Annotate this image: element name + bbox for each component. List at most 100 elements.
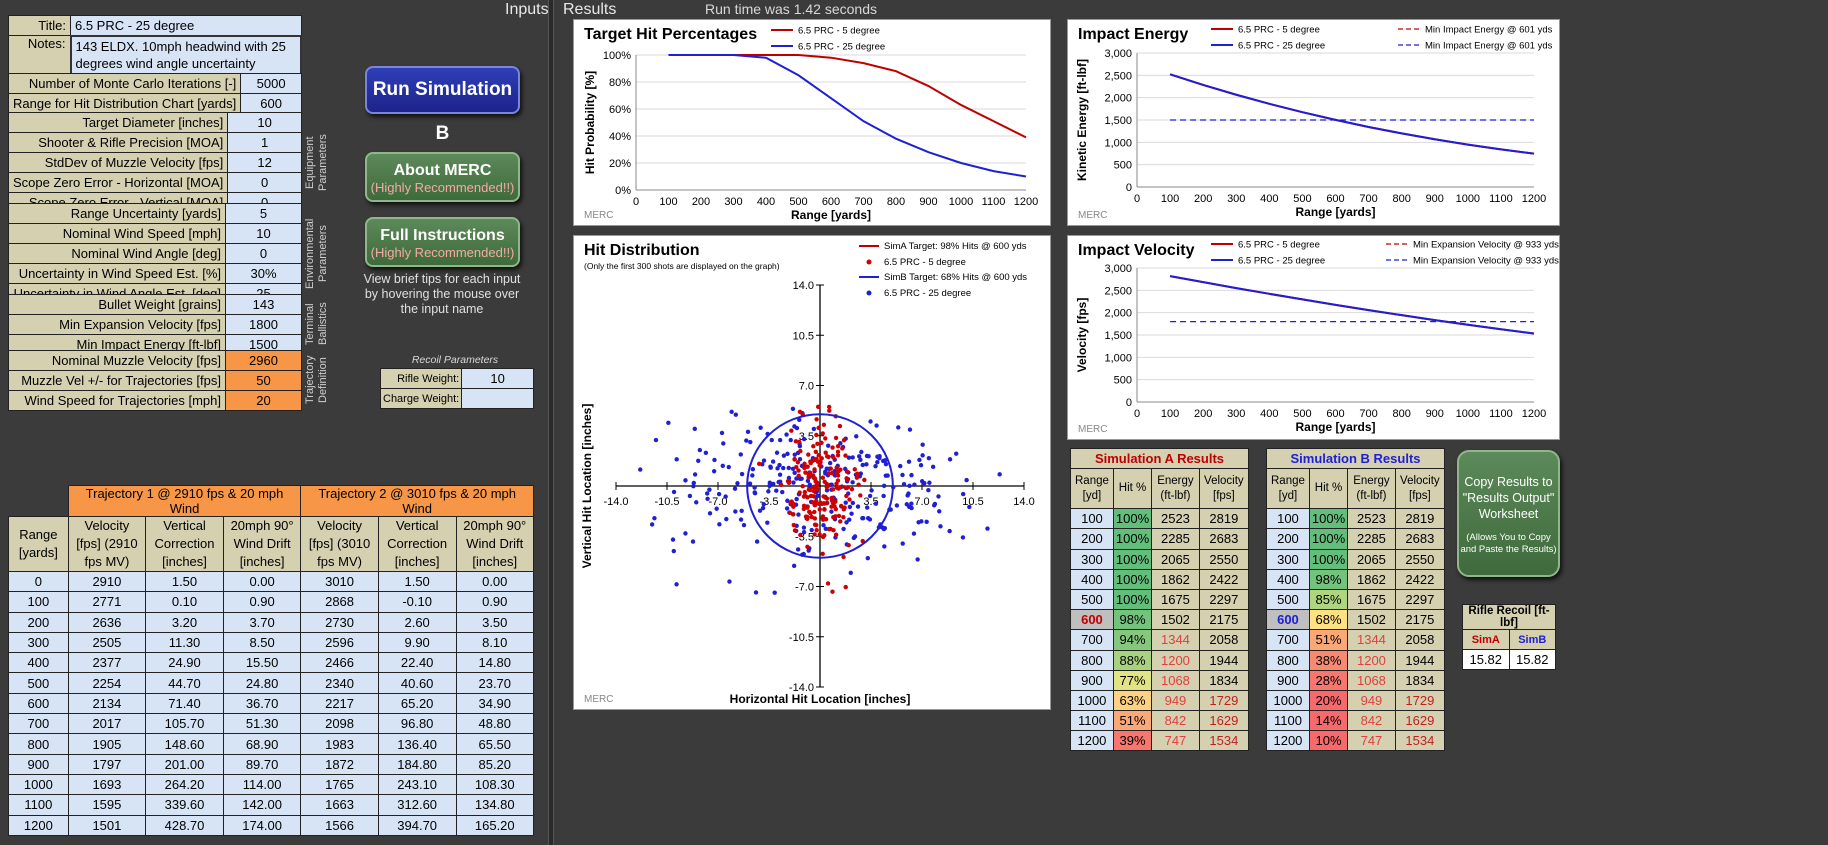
input-value[interactable]: 1 [227, 132, 302, 153]
input-value[interactable]: 10 [225, 223, 302, 244]
input-value[interactable]: 1800 [225, 314, 302, 335]
table-cell: 2771 [67, 591, 147, 613]
input-value[interactable]: 20 [225, 390, 302, 411]
hit-point [733, 412, 739, 417]
legend-label: Min Impact Energy @ 601 yds [1425, 41, 1553, 52]
hit-point [697, 447, 703, 453]
input-value[interactable]: 12 [227, 152, 302, 173]
hit-point [846, 543, 851, 548]
about-merc-button[interactable]: About MERC (Highly Recommended!!) [365, 152, 520, 202]
result-cell: 94% [1112, 629, 1153, 651]
table-cell: 40.60 [377, 672, 457, 694]
hit-point [768, 465, 773, 470]
hit-point [724, 516, 729, 522]
rifle-weight-input[interactable]: 10 [461, 368, 534, 389]
sim-settings-table: Number of Monte Carlo Iterations [-] 5000… [7, 73, 302, 114]
table-row: 800 1905 148.60 68.90 1983 136.40 65.50 [8, 733, 535, 755]
hit-point [868, 419, 873, 424]
input-value[interactable]: 10 [227, 112, 302, 133]
hit-point [920, 453, 925, 458]
hit-point [835, 473, 841, 478]
hit-point [845, 485, 851, 490]
full-instructions-button[interactable]: Full Instructions (Highly Recommended!!) [365, 217, 520, 267]
table-cell: 2377 [67, 652, 147, 674]
hit-point [714, 506, 719, 511]
hit-point [683, 531, 688, 536]
recoil-params-table: Rifle Weight: 10 Charge Weight: [379, 368, 534, 409]
hit-point [947, 457, 953, 462]
table-cell: 1872 [300, 753, 379, 775]
hit-point [805, 478, 811, 484]
copy-results-button[interactable]: Copy Results to "Results Output" Workshe… [1457, 450, 1560, 577]
hit-point [864, 462, 869, 467]
table-cell: 2.60 [377, 611, 457, 633]
charge-weight-input[interactable] [461, 388, 534, 409]
result-cell: 1834 [1394, 669, 1446, 691]
input-value[interactable]: 0 [227, 172, 302, 193]
hit-point [848, 570, 853, 576]
hit-point [786, 465, 791, 471]
input-value[interactable]: 30% [225, 263, 302, 284]
hit-point [827, 460, 833, 466]
hit-point [671, 548, 676, 554]
hit-point [803, 514, 809, 519]
hit-point [687, 493, 693, 499]
table-cell: 36.70 [222, 692, 302, 715]
hit-chart-svg: 0% 20% 40% 60% 80% 100% 0 100 200 300 400 500 600 700… [583, 26, 1038, 223]
terminal-side-label: Terminal Ballistics [304, 302, 329, 346]
x-tick-label: 500 [789, 196, 807, 208]
series-line [1169, 275, 1535, 335]
hit-point [803, 470, 808, 475]
result-col-header: Energy (ft-lbf) [1151, 468, 1200, 510]
result-cell: 63% [1112, 689, 1153, 712]
hit-point [792, 470, 797, 476]
table-cell: 44.70 [145, 672, 224, 694]
table-row: 1100 14% 842 1629 [1266, 710, 1446, 732]
legend-swatch [866, 259, 872, 265]
hit-point [707, 487, 712, 492]
hit-point [850, 455, 855, 460]
table-cell: 3.50 [455, 611, 535, 633]
notes-input[interactable]: 143 ELDX. 10mph headwind with 25 degrees… [69, 34, 302, 75]
run-simulation-button[interactable]: Run Simulation B [365, 66, 520, 144]
legend-label: 6.5 PRC - 5 degree [884, 257, 966, 268]
x-tick-label: 500 [1293, 408, 1311, 420]
hit-point [862, 477, 867, 483]
hit-point [947, 528, 952, 534]
table-row: 1200 10% 747 1534 [1266, 730, 1446, 752]
hit-point [885, 473, 890, 478]
hit-point [820, 475, 826, 480]
pane-divider[interactable] [548, 0, 554, 845]
input-value[interactable]: 2960 [225, 350, 302, 371]
hit-point [909, 501, 914, 506]
hit-point [881, 483, 887, 489]
hit-point [826, 526, 832, 532]
about-merc-label: About MERC [393, 162, 492, 179]
input-label: Min Expansion Velocity [fps] [8, 314, 226, 335]
x-tick-label: 900 [1426, 408, 1444, 420]
result-cell: 100% [1112, 588, 1153, 611]
input-value[interactable]: 143 [225, 294, 302, 315]
table-row: 1000 20% 949 1729 [1266, 689, 1446, 712]
input-value[interactable]: 600 [240, 93, 302, 114]
table-cell: 24.80 [222, 672, 302, 694]
series-line [1169, 73, 1535, 155]
table-cell: 1905 [67, 733, 147, 755]
x-tick-label: 1000 [1456, 193, 1480, 205]
hit-point [808, 510, 813, 516]
table-cell: 201.00 [145, 753, 224, 775]
title-input[interactable]: 6.5 PRC - 25 degree [70, 15, 302, 36]
hit-point [780, 489, 785, 495]
result-cell: 2683 [1198, 528, 1250, 550]
y-tick-label: 80% [609, 77, 631, 89]
hit-point [814, 417, 819, 422]
input-value[interactable]: 5000 [240, 73, 302, 94]
y-axis-label: Hit Probability [%] [583, 71, 597, 174]
hit-point [794, 496, 799, 502]
input-value[interactable]: 1500 [225, 334, 302, 355]
input-value[interactable]: 0 [225, 243, 302, 264]
hit-point [824, 481, 830, 487]
input-value[interactable]: 5 [225, 203, 302, 224]
input-value[interactable]: 50 [225, 370, 302, 391]
hit-point [826, 454, 831, 460]
